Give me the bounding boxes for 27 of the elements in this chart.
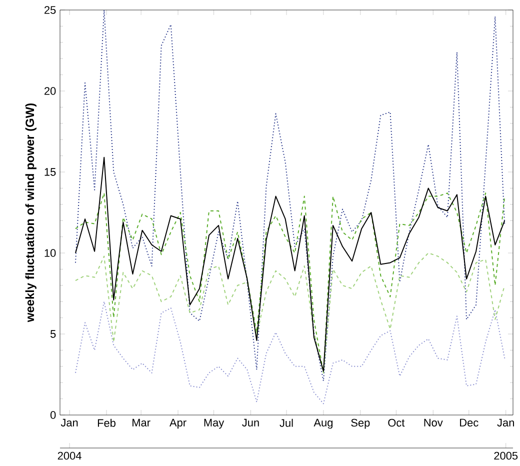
line-series	[74, 252, 506, 374]
x-tick-label: Jan	[60, 418, 78, 426]
x-tick-label: Jul	[280, 418, 293, 427]
y-tick-label: 20	[44, 87, 56, 95]
x2-tick-label: 2005	[494, 452, 518, 460]
x-tick-label: Aug	[314, 418, 332, 429]
line-series	[74, 156, 506, 372]
x-tick-label: Mar	[132, 418, 150, 426]
y-tick-label: 10	[44, 249, 56, 257]
x-tick-label: May	[204, 418, 224, 429]
x-tick-label: Oct	[388, 418, 405, 427]
x-tick-label: Sep	[351, 418, 370, 429]
line-series	[74, 10, 506, 382]
x-tick-label: Jan	[497, 418, 514, 426]
x-tick-label: Nov	[424, 418, 443, 426]
line-series	[74, 301, 506, 404]
y-tick-label: 5	[50, 330, 56, 338]
x-tick-label: Dec	[460, 418, 478, 426]
y-axis-title: weekly fluctuation of wind power (GW)	[25, 103, 36, 322]
x2-tick-label: 2004	[58, 452, 82, 460]
x-tick-label: Feb	[98, 418, 116, 427]
x-tick-label: Apr	[170, 418, 186, 429]
y-tick-label: 25	[44, 6, 56, 14]
y-tick-label: 15	[44, 168, 56, 176]
x-tick-label: Jun	[242, 418, 259, 426]
y-tick-label: 0	[50, 411, 56, 419]
line-series	[74, 192, 506, 374]
